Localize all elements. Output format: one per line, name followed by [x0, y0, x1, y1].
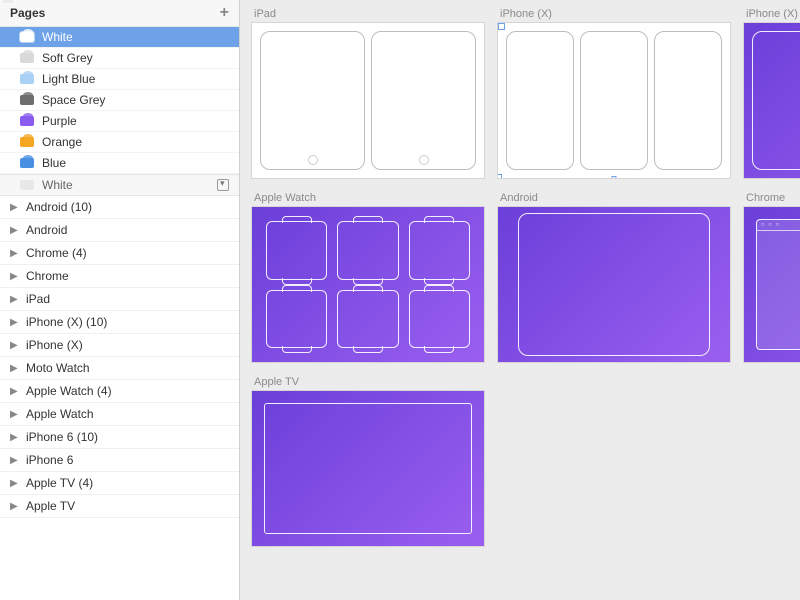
artboard[interactable]: Chrome: [744, 192, 800, 362]
layer-label: Apple TV (4): [26, 476, 93, 490]
layer-item[interactable]: ▶ Moto Watch: [0, 357, 239, 380]
page-item-label: White: [42, 30, 73, 44]
artboard[interactable]: Apple TV: [252, 376, 484, 546]
disclosure-triangle-icon[interactable]: ▶: [10, 317, 20, 328]
artboard-thumbnail[interactable]: [498, 207, 730, 362]
layer-item[interactable]: ▶ iPad: [0, 288, 239, 311]
disclosure-triangle-icon[interactable]: ▶: [10, 248, 20, 259]
page-item-label: Light Blue: [42, 72, 95, 86]
current-page-label: White: [42, 178, 73, 192]
layer-label: iPhone 6: [26, 453, 73, 467]
layer-label: Apple Watch: [26, 407, 94, 421]
layer-label: iPad: [26, 292, 50, 306]
layer-label: Apple Watch (4): [26, 384, 112, 398]
page-item[interactable]: Blue: [0, 153, 239, 174]
artboard-label[interactable]: iPhone (X) (: [744, 8, 800, 20]
artboard[interactable]: iPad: [252, 8, 484, 178]
disclosure-triangle-icon[interactable]: ▶: [10, 386, 20, 397]
disclosure-triangle-icon[interactable]: ▶: [10, 271, 20, 282]
artboard-thumbnail[interactable]: [744, 23, 800, 178]
layer-item[interactable]: ▶ Apple TV: [0, 495, 239, 518]
palette-icon: [20, 116, 34, 126]
artboard[interactable]: iPhone (X) (: [744, 8, 800, 178]
layer-item[interactable]: ▶ Apple Watch: [0, 403, 239, 426]
disclosure-triangle-icon[interactable]: ▶: [10, 363, 20, 374]
page-item-label: Blue: [42, 156, 66, 170]
layer-label: Chrome: [26, 269, 69, 283]
disclosure-triangle-icon[interactable]: ▶: [10, 340, 20, 351]
layer-label: Android (10): [26, 200, 92, 214]
page-item-label: Space Grey: [42, 93, 105, 107]
layer-item[interactable]: ▶ Android (10): [0, 196, 239, 219]
disclosure-triangle-icon[interactable]: ▶: [10, 432, 20, 443]
page-item[interactable]: Soft Grey: [0, 48, 239, 69]
disclosure-triangle-icon[interactable]: ▶: [10, 455, 20, 466]
artboard-thumbnail[interactable]: [252, 207, 484, 362]
artboard-label[interactable]: Android: [498, 192, 730, 204]
collapse-icon[interactable]: [217, 179, 229, 191]
add-page-icon[interactable]: +: [220, 4, 229, 22]
artboard-label[interactable]: Apple TV: [252, 376, 484, 388]
page-item[interactable]: Light Blue: [0, 69, 239, 90]
layers-list: ▶Android (10)▶Android▶Chrome (4)▶Chrome▶…: [0, 196, 239, 600]
artboard-label[interactable]: iPad: [252, 8, 484, 20]
artboard-thumbnail[interactable]: [252, 23, 484, 178]
artboard-label[interactable]: Chrome: [744, 192, 800, 204]
page-item[interactable]: Orange: [0, 132, 239, 153]
layer-label: Moto Watch: [26, 361, 90, 375]
palette-icon: [20, 74, 34, 84]
pages-header: Pages +: [0, 0, 239, 27]
sidebar: Pages + White Soft Grey Light Blue Space Gr…: [0, 0, 240, 600]
layer-label: iPhone 6 (10): [26, 430, 98, 444]
layer-item[interactable]: ▶ Apple Watch (4): [0, 380, 239, 403]
page-item[interactable]: Space Grey: [0, 90, 239, 111]
palette-icon: [20, 137, 34, 147]
pages-list: White Soft Grey Light Blue Space Grey Purple…: [0, 27, 239, 174]
page-item[interactable]: White: [0, 27, 239, 48]
layer-label: iPhone (X) (10): [26, 315, 107, 329]
disclosure-triangle-icon[interactable]: ▶: [10, 478, 20, 489]
layer-item[interactable]: ▶ Android: [0, 219, 239, 242]
layer-label: Android: [26, 223, 67, 237]
disclosure-triangle-icon[interactable]: ▶: [10, 294, 20, 305]
layer-item[interactable]: ▶ iPhone 6: [0, 449, 239, 472]
canvas[interactable]: iPadiPhone (X)iPhone (X) (Apple Watch (4…: [240, 0, 800, 600]
page-item[interactable]: Purple: [0, 111, 239, 132]
artboard[interactable]: iPhone (X): [498, 8, 730, 178]
layer-label: iPhone (X): [26, 338, 83, 352]
artboard[interactable]: Android: [498, 192, 730, 362]
app-root: Pages + White Soft Grey Light Blue Space Gr…: [0, 0, 800, 600]
page-item-label: Purple: [42, 114, 77, 128]
layer-label: Apple TV: [26, 499, 75, 513]
palette-icon: [20, 95, 34, 105]
artboard-label[interactable]: iPhone (X): [498, 8, 730, 20]
artboard-thumbnail[interactable]: [498, 23, 730, 178]
pages-header-label: Pages: [10, 6, 45, 20]
palette-icon: [20, 158, 34, 168]
disclosure-triangle-icon[interactable]: ▶: [10, 225, 20, 236]
layer-item[interactable]: ▶ iPhone 6 (10): [0, 426, 239, 449]
artboard-thumbnail[interactable]: [252, 391, 484, 546]
artboard-grid: iPadiPhone (X)iPhone (X) (Apple Watch (4…: [252, 8, 800, 546]
palette-icon: [20, 53, 34, 63]
palette-icon: [20, 32, 34, 42]
layer-item[interactable]: ▶ Chrome (4): [0, 242, 239, 265]
disclosure-triangle-icon[interactable]: ▶: [10, 202, 20, 213]
page-item-label: Orange: [42, 135, 82, 149]
layer-item[interactable]: ▶ Apple TV (4): [0, 472, 239, 495]
layer-label: Chrome (4): [26, 246, 87, 260]
layers-header[interactable]: White: [0, 174, 239, 196]
artboard-thumbnail[interactable]: [744, 207, 800, 362]
layer-item[interactable]: ▶ iPhone (X) (10): [0, 311, 239, 334]
layer-item[interactable]: ▶ iPhone (X): [0, 334, 239, 357]
artboard-label[interactable]: Apple Watch: [252, 192, 484, 204]
page-item-label: Soft Grey: [42, 51, 93, 65]
layer-item[interactable]: ▶ Chrome: [0, 265, 239, 288]
palette-icon: [20, 180, 34, 190]
disclosure-triangle-icon[interactable]: ▶: [10, 409, 20, 420]
artboard[interactable]: Apple Watch: [252, 192, 484, 362]
disclosure-triangle-icon[interactable]: ▶: [10, 501, 20, 512]
